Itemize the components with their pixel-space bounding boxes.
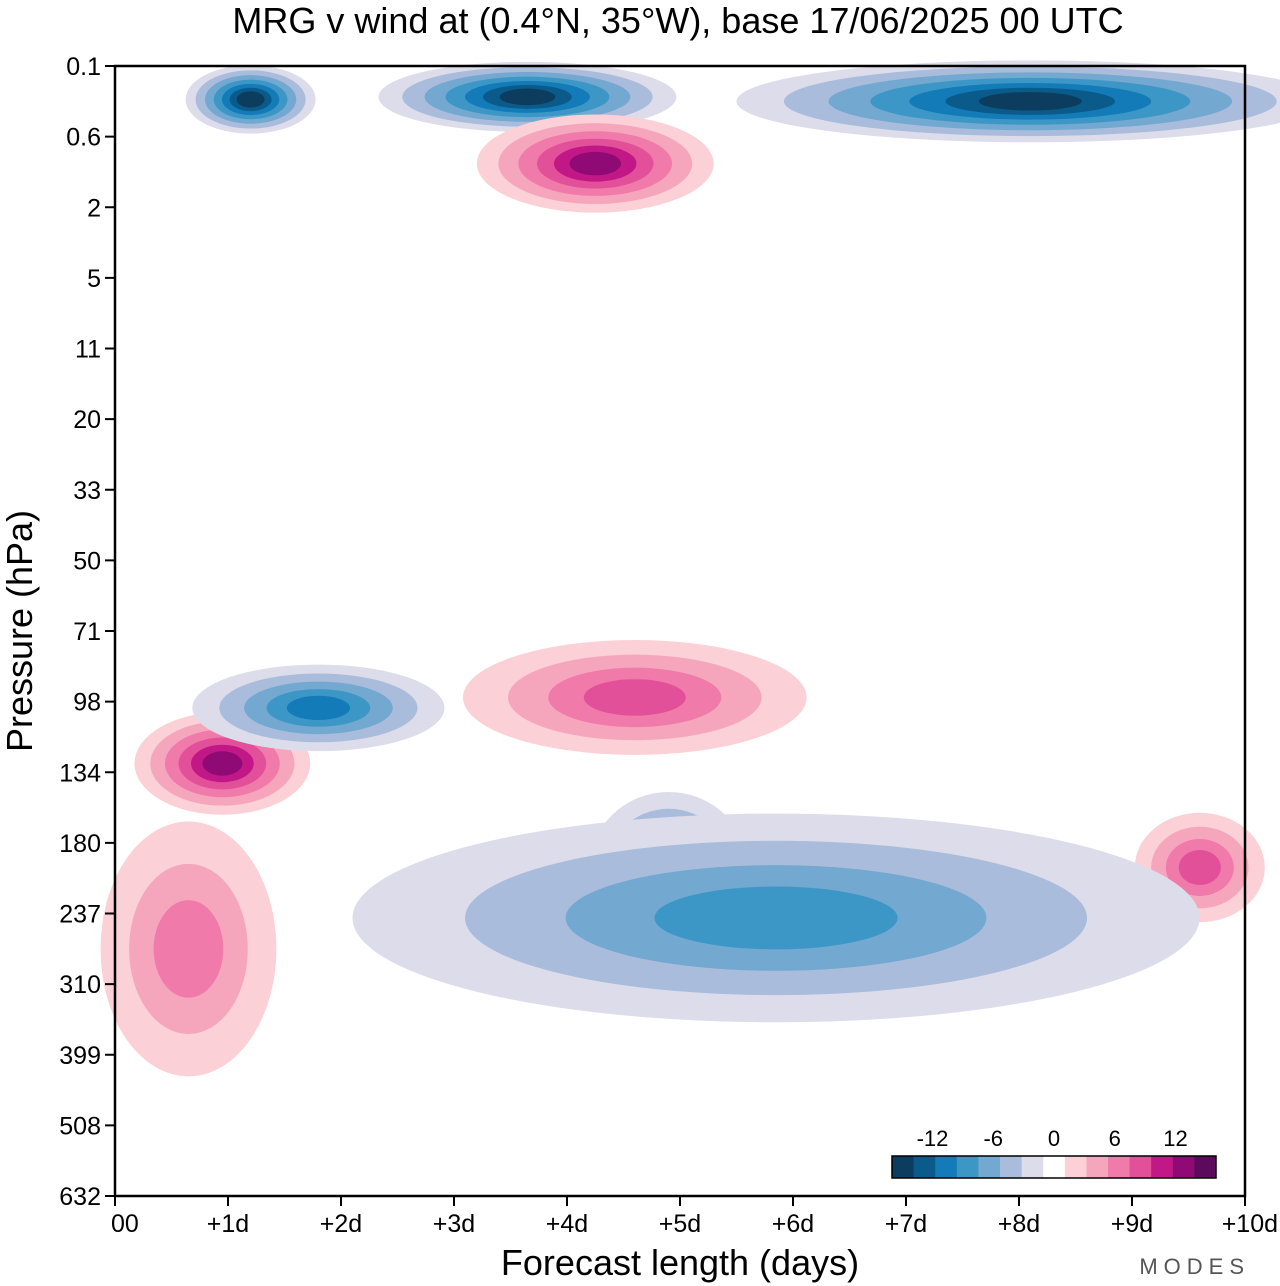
x-tick-label: +10d: [1222, 1210, 1278, 1238]
colorbar-swatch: [978, 1156, 1001, 1178]
y-tick-label: 5: [87, 265, 101, 293]
colorbar-swatch: [935, 1156, 958, 1178]
contour-region-1: [378, 61, 677, 132]
y-tick-label: 134: [59, 759, 101, 787]
contour-band: [236, 91, 265, 108]
y-tick-label: 0.1: [66, 53, 101, 81]
colorbar-swatch: [1000, 1156, 1023, 1178]
contour-band: [286, 695, 351, 721]
y-tick-label: 50: [73, 547, 101, 575]
x-tick-label: +1d: [207, 1210, 249, 1238]
x-tick-label: +3d: [433, 1210, 475, 1238]
x-tick-label: +9d: [1111, 1210, 1153, 1238]
contour-region-2: [736, 60, 1280, 143]
colorbar-swatch: [1086, 1156, 1109, 1178]
plot-area: [100, 60, 1280, 1198]
contour-region-0: [185, 65, 316, 134]
y-axis: 0.1 0.6 2 5 11 20 33 50 71 98 134 180 237 310 399 508 63…: [59, 53, 115, 1211]
contour-region-7: [192, 664, 445, 752]
y-tick-label: 11: [75, 336, 101, 364]
y-tick-label: 237: [59, 901, 101, 929]
contour-band: [499, 88, 556, 106]
x-tick-label: +4d: [546, 1210, 588, 1238]
contour-region-3: [476, 114, 714, 213]
x-tick-label: +8d: [998, 1210, 1040, 1238]
colorbar-swatch: [1108, 1156, 1131, 1178]
plot-background: [115, 66, 1245, 1196]
y-tick-label: 20: [73, 406, 101, 434]
y-tick-label: 310: [59, 971, 101, 999]
colorbar-label: -12: [917, 1126, 949, 1151]
colorbar-label: 6: [1109, 1126, 1121, 1151]
contour-band: [1178, 850, 1221, 885]
y-tick-label: 632: [59, 1183, 101, 1211]
y-tick-label: 2: [87, 194, 101, 222]
y-tick-label: 33: [73, 477, 101, 505]
colorbar-swatch: [913, 1156, 936, 1178]
colorbar-swatch: [956, 1156, 979, 1178]
y-axis-label: Pressure (hPa): [0, 510, 40, 752]
x-tick-label: +2d: [320, 1210, 362, 1238]
contour-band: [583, 679, 686, 716]
colorbar-swatch: [1172, 1156, 1195, 1178]
contour-band: [569, 151, 621, 176]
y-tick-label: 71: [73, 618, 101, 646]
colorbar-frame: [891, 1155, 1217, 1179]
colorbar-label: 12: [1163, 1126, 1187, 1151]
brand-logo: MODES: [1139, 1254, 1250, 1279]
y-tick-label: 508: [59, 1112, 101, 1140]
y-tick-label: 399: [59, 1042, 101, 1070]
contour-band: [202, 751, 243, 776]
x-tick-label: +7d: [885, 1210, 927, 1238]
x-tick-label: +6d: [772, 1210, 814, 1238]
contour-region-10: [100, 821, 277, 1077]
colorbar-swatch: [1064, 1156, 1087, 1178]
colorbar-swatch: [1151, 1156, 1174, 1178]
contour-region-5: [462, 640, 807, 755]
contour-region-9: [352, 813, 1200, 1023]
y-tick-label: 0.6: [66, 124, 101, 152]
contour-band: [978, 92, 1082, 111]
colorbar-legend: -12 -6 0 6 12: [891, 1126, 1217, 1179]
colorbar-swatch: [1021, 1156, 1044, 1178]
y-tick-label: 98: [73, 689, 101, 717]
colorbar-label: 0: [1048, 1126, 1060, 1151]
x-tick-label: 00: [111, 1210, 139, 1238]
colorbar-swatch: [1129, 1156, 1152, 1178]
contour-field: [100, 60, 1280, 1077]
contour-band: [654, 886, 898, 950]
chart-title: MRG v wind at (0.4°N, 35°W), base 17/06/…: [232, 0, 1123, 41]
colorbar-label: -6: [983, 1126, 1003, 1151]
x-axis: 00 +1d +2d +3d +4d +5d +6d +7d +8d +9d +10d: [111, 1196, 1278, 1238]
x-axis-label: Forecast length (days): [501, 1242, 859, 1283]
colorbar-swatch: [1194, 1156, 1217, 1178]
contour-band: [153, 900, 224, 998]
colorbar-swatch: [1043, 1156, 1066, 1178]
colorbar-swatch: [892, 1156, 915, 1178]
x-tick-label: +5d: [659, 1210, 701, 1238]
y-tick-label: 180: [59, 830, 101, 858]
